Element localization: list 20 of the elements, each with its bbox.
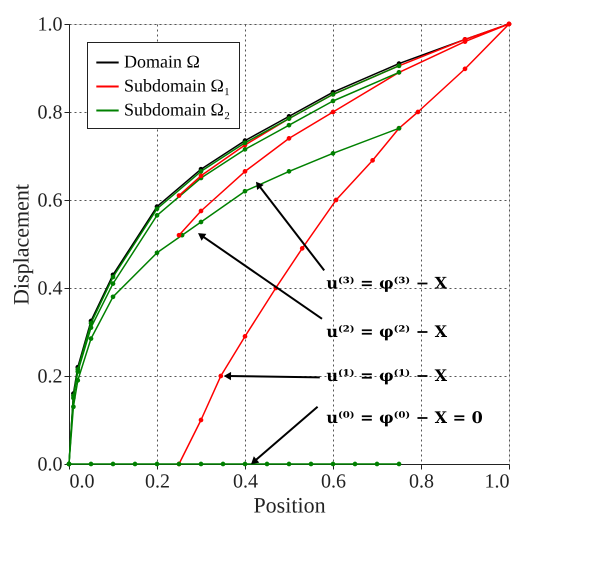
legend-label: Subdomain Ω₂ <box>124 100 230 120</box>
x-tick-label: 0.2 <box>145 470 170 492</box>
x-tick-label: 0.6 <box>321 470 346 492</box>
y-tick-label: 0.6 <box>38 190 62 212</box>
annotation: u⁽³⁾ = φ⁽³⁾ − X <box>326 274 448 293</box>
y-tick-label: 0.4 <box>38 278 62 300</box>
x-tick-label: 0.4 <box>233 470 258 492</box>
y-tick-label: 0.8 <box>38 102 62 124</box>
y-tick-label: 0.0 <box>38 454 62 476</box>
annotation: u⁽⁰⁾ = φ⁽⁰⁾ − X = 0 <box>326 408 483 427</box>
x-axis-title: Position <box>253 492 326 518</box>
y-tick-label: 1.0 <box>38 14 62 36</box>
y-tick-label: 0.2 <box>38 366 62 388</box>
legend-label: Domain Ω <box>124 52 200 72</box>
x-tick-label: 0.8 <box>409 470 434 492</box>
y-axis-title: Displacement <box>8 184 34 305</box>
annotation: u⁽²⁾ = φ⁽²⁾ − X <box>326 322 448 341</box>
x-tick-label: 0.0 <box>70 470 94 492</box>
x-tick-label: 1.0 <box>484 470 510 492</box>
legend-label: Subdomain Ω₁ <box>124 76 230 96</box>
